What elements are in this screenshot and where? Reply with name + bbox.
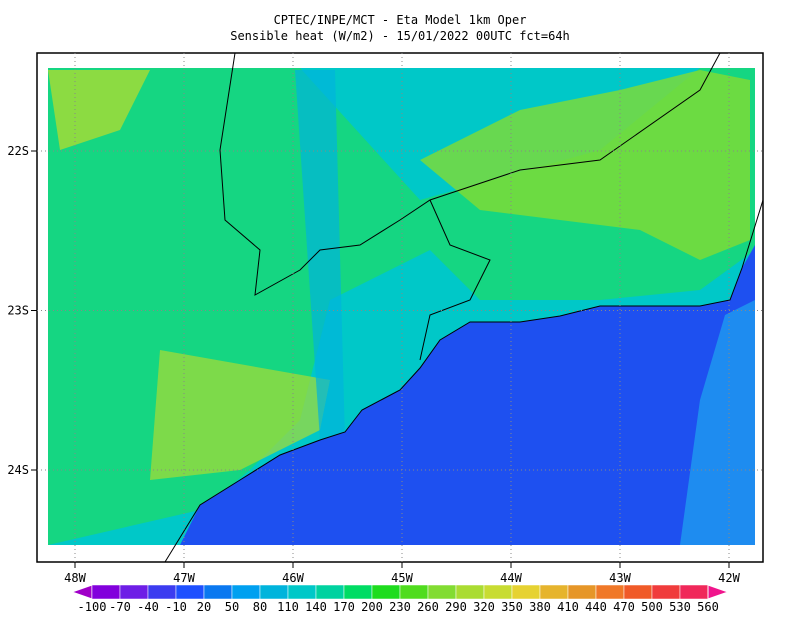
ocean [180, 245, 755, 545]
colorbar-box [91, 584, 121, 600]
lat-label: 23S [7, 304, 29, 318]
lon-label: 47W [173, 571, 195, 585]
colorbar-box [567, 584, 597, 600]
lon-label: 43W [609, 571, 631, 585]
colorbar-label: 440 [585, 600, 607, 614]
colorbar-label: 410 [557, 600, 579, 614]
colorbar-label: 290 [445, 600, 467, 614]
colorbar-label: 560 [697, 600, 719, 614]
colorbar-label: -100 [78, 600, 107, 614]
colorbar-box [259, 584, 289, 600]
colorbar-box [231, 584, 261, 600]
colorbar: -100 -70 -40 -10 20 50 80 110 140 170 200 230 260 290… [70, 584, 730, 614]
colorbar-label: 260 [417, 600, 439, 614]
colorbar-label: 470 [613, 600, 635, 614]
colorbar-box [399, 584, 429, 600]
colorbar-box [483, 584, 513, 600]
colorbar-box [679, 584, 709, 600]
lat-label: 24S [7, 463, 29, 477]
colorbar-label: 230 [389, 600, 411, 614]
lat-label: 22S [7, 144, 29, 158]
land-cool [295, 70, 345, 440]
colorbar-box [203, 584, 233, 600]
ocean-shallow [680, 300, 755, 545]
colorbar-box [427, 584, 457, 600]
land-hot [48, 70, 150, 150]
colorbar-label: 500 [641, 600, 663, 614]
graticule: 48W 47W 46W 45W 44W 43W 42W 22S 23S 24S [7, 53, 763, 585]
colorbar-label: 20 [197, 600, 211, 614]
state-border [419, 199, 491, 361]
lon-label: 44W [500, 571, 522, 585]
title: CPTEC/INPE/MCT - Eta Model 1km Oper [274, 13, 527, 27]
colorbar-label: 530 [669, 600, 691, 614]
subtitle: Sensible heat (W/m2) - 15/01/2022 00UTC … [230, 29, 570, 43]
colorbar-box [287, 584, 317, 600]
map-field [48, 52, 764, 563]
colorbar-label: -10 [165, 600, 187, 614]
colorbar-box [119, 584, 149, 600]
colorbar-box [343, 584, 373, 600]
colorbar-label: 80 [253, 600, 267, 614]
colorbar-label: -40 [137, 600, 159, 614]
colorbar-label: 350 [501, 600, 523, 614]
map-frame [36, 52, 764, 563]
colorbar-box [623, 584, 653, 600]
lon-label: 48W [64, 571, 86, 585]
colorbar-label: 200 [361, 600, 383, 614]
colorbar-label: 380 [529, 600, 551, 614]
colorbar-label: 50 [225, 600, 239, 614]
colorbar-box [315, 584, 345, 600]
colorbar-box [511, 584, 541, 600]
colorbar-label: 110 [277, 600, 299, 614]
colorbar-box [175, 584, 205, 600]
land-hot [420, 70, 750, 260]
coastline [164, 199, 764, 563]
colorbar-arrow [70, 584, 93, 600]
colorbar-box [539, 584, 569, 600]
colorbar-box [371, 584, 401, 600]
lon-label: 42W [718, 571, 740, 585]
colorbar-box [651, 584, 681, 600]
land-hot [150, 350, 330, 480]
state-border [219, 52, 721, 296]
lon-label: 46W [282, 571, 304, 585]
colorbar-label: 140 [305, 600, 327, 614]
lon-label: 45W [391, 571, 413, 585]
colorbar-box [147, 584, 177, 600]
colorbar-label: -70 [109, 600, 131, 614]
colorbar-box [595, 584, 625, 600]
colorbar-box [455, 584, 485, 600]
colorbar-label: 170 [333, 600, 355, 614]
colorbar-label: 320 [473, 600, 495, 614]
colorbar-arrow [707, 584, 730, 600]
